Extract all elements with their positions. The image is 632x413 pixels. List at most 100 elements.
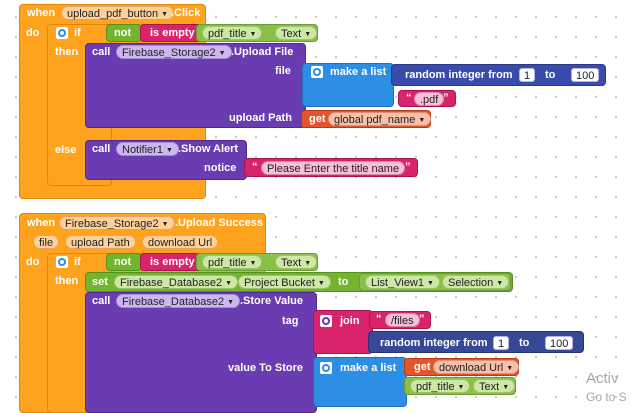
quote-open: “: [406, 92, 412, 104]
selection-name: Selection: [448, 277, 494, 289]
event-name: .Upload Success: [175, 217, 264, 229]
set-label: set: [92, 276, 108, 288]
not-label: not: [114, 256, 132, 268]
project-bucket-name: Project Bucket: [244, 277, 315, 289]
param-download-url[interactable]: download Url: [142, 235, 219, 249]
notice-label: notice: [204, 162, 237, 174]
call-label: call: [92, 143, 111, 155]
make-list-label: make a list: [330, 66, 387, 78]
global-var-name: global pdf_name: [334, 114, 416, 126]
tag-label: tag: [282, 315, 299, 327]
chevron-down-icon: ▼: [457, 384, 465, 391]
pdf-title-text: pdf_title: [416, 381, 455, 393]
chevron-down-icon: ▼: [161, 221, 169, 228]
files-field[interactable]: /files: [385, 313, 420, 327]
database-name: Firebase_Database2: [120, 277, 223, 289]
project-bucket-dropdown[interactable]: Project Bucket ▼: [238, 275, 331, 289]
quote-close: ”: [419, 313, 425, 325]
random-integer-label: random integer from: [405, 69, 513, 81]
chevron-down-icon: ▼: [249, 260, 257, 267]
rand-from-field[interactable]: 1: [519, 68, 536, 82]
component-name: Firebase_Storage2: [65, 218, 159, 230]
to-label: to: [338, 276, 349, 288]
mutator-gear-icon[interactable]: [320, 315, 332, 327]
then-label: then: [55, 275, 79, 287]
global-var-dropdown[interactable]: global pdf_name ▼: [328, 112, 432, 126]
mutator-gear-icon[interactable]: [311, 66, 323, 78]
text-prop-dropdown[interactable]: Text ▼: [473, 379, 516, 393]
database-dropdown[interactable]: Firebase_Database2 ▼: [114, 275, 239, 289]
download-url-dropdown[interactable]: download Url ▼: [433, 360, 520, 374]
store-value-method: .Store Value: [240, 295, 303, 307]
database-dropdown[interactable]: Firebase_Database2 ▼: [116, 294, 241, 308]
quote-close: ”: [405, 161, 411, 173]
mutator-gear-icon[interactable]: [56, 256, 68, 268]
mutator-gear-icon[interactable]: [320, 362, 332, 374]
listview-dropdown[interactable]: List_View1 ▼: [365, 275, 440, 289]
pdf-title-dropdown[interactable]: pdf_title ▼: [202, 255, 263, 269]
mutator-gear-icon[interactable]: [56, 27, 68, 39]
event-name: .Click: [171, 7, 201, 19]
selection-dropdown[interactable]: Selection ▼: [442, 275, 510, 289]
do-label: do: [26, 256, 40, 268]
download-url-name: download Url: [439, 362, 504, 374]
param-file[interactable]: file: [33, 235, 60, 249]
chevron-down-icon: ▼: [496, 280, 504, 287]
chevron-down-icon: ▼: [427, 280, 434, 287]
when-label: when: [27, 217, 56, 229]
random-integer-block[interactable]: [391, 64, 606, 86]
text-prop-dropdown[interactable]: Text ▼: [275, 255, 318, 269]
chevron-down-icon: ▼: [304, 260, 312, 267]
get-label: get: [309, 113, 326, 125]
value-to-store-label: value To Store: [228, 362, 303, 374]
text-prop-text: Text: [479, 381, 500, 393]
text-prop-text: Text: [281, 28, 302, 40]
chevron-down-icon: ▼: [304, 31, 312, 38]
join-label: join: [340, 315, 360, 327]
chevron-down-icon: ▼: [225, 280, 233, 287]
pdf-title-dropdown[interactable]: pdf_title ▼: [410, 379, 471, 393]
rand-to-field[interactable]: 100: [545, 336, 574, 350]
chevron-down-icon: ▼: [418, 117, 426, 124]
pdf-title-text: pdf_title: [208, 28, 247, 40]
not-label: not: [114, 27, 132, 39]
pdf-ext-field[interactable]: .pdf: [414, 92, 445, 106]
rand-from-field[interactable]: 1: [493, 336, 510, 350]
random-integer-block[interactable]: [368, 331, 584, 353]
notifier-dropdown[interactable]: Notifier1 ▼: [116, 142, 179, 156]
component-dropdown[interactable]: upload_pdf_button ▼: [61, 6, 175, 20]
upload-path-label: upload Path: [229, 112, 292, 124]
to-label: to: [519, 337, 530, 349]
listview-name: List_View1: [371, 277, 424, 289]
chevron-down-icon: ▼: [165, 147, 173, 154]
chevron-down-icon: ▼: [502, 384, 510, 391]
else-label: else: [55, 144, 77, 156]
file-param-label: file: [275, 65, 291, 77]
pdf-title-text: pdf_title: [208, 257, 247, 269]
component-dropdown[interactable]: Firebase_Storage2 ▼: [59, 216, 175, 230]
chevron-down-icon: ▼: [218, 50, 226, 57]
if-label: if: [74, 256, 81, 268]
alert-text-field[interactable]: Please Enter the title name: [261, 161, 406, 175]
chevron-down-icon: ▼: [249, 31, 257, 38]
storage-dropdown[interactable]: Firebase_Storage2 ▼: [116, 45, 232, 59]
database-name: Firebase_Database2: [122, 296, 225, 308]
chevron-down-icon: ▼: [161, 11, 169, 18]
to-label: to: [545, 69, 556, 81]
random-integer-label: random integer from: [380, 337, 488, 349]
param-upload-path[interactable]: upload Path: [65, 235, 136, 249]
text-prop-dropdown[interactable]: Text ▼: [275, 26, 318, 40]
call-label: call: [92, 46, 111, 58]
is-empty-label: is empty: [150, 256, 195, 268]
activation-watermark-line1: Activ: [586, 370, 619, 387]
rand-to-field[interactable]: 100: [571, 68, 600, 82]
if-label: if: [74, 27, 81, 39]
quote-open: “: [252, 161, 258, 173]
store-value-call[interactable]: [85, 292, 317, 413]
get-label: get: [414, 361, 431, 373]
quote-open: “: [376, 313, 382, 325]
is-empty-label: is empty: [150, 27, 195, 39]
chevron-down-icon: ▼: [317, 280, 325, 287]
activation-watermark-line2: Go to S: [586, 390, 627, 404]
pdf-title-dropdown[interactable]: pdf_title ▼: [202, 26, 263, 40]
